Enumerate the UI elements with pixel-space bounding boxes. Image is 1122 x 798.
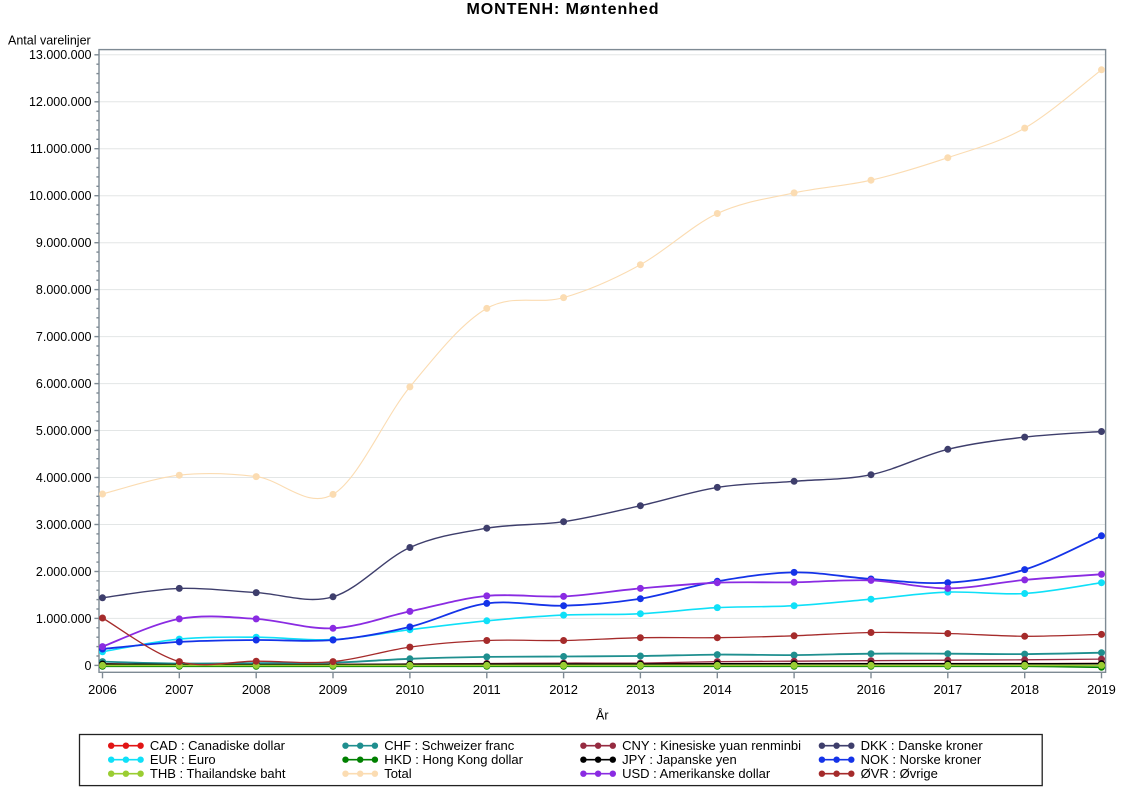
svg-text:2019: 2019 (1087, 682, 1116, 697)
svg-text:2008: 2008 (242, 682, 271, 697)
svg-text:Antal varelinjer: Antal varelinjer (8, 34, 91, 48)
svg-text:NOK : Norske kroner: NOK : Norske kroner (861, 752, 982, 767)
svg-text:2.000.000: 2.000.000 (36, 565, 92, 579)
svg-text:8.000.000: 8.000.000 (36, 283, 92, 297)
svg-text:6.000.000: 6.000.000 (36, 377, 92, 391)
svg-text:5.000.000: 5.000.000 (36, 424, 92, 438)
svg-text:CAD : Canadiske dollar: CAD : Canadiske dollar (150, 738, 286, 753)
svg-text:11.000.000: 11.000.000 (30, 142, 92, 156)
svg-text:2018: 2018 (1010, 682, 1039, 697)
svg-text:2017: 2017 (933, 682, 962, 697)
svg-text:USD : Amerikanske dollar: USD : Amerikanske dollar (622, 766, 771, 781)
svg-text:2007: 2007 (165, 682, 194, 697)
svg-text:2011: 2011 (473, 682, 501, 697)
svg-text:År: År (596, 708, 609, 723)
svg-text:2012: 2012 (549, 682, 578, 697)
svg-text:Total: Total (384, 766, 412, 781)
svg-text:10.000.000: 10.000.000 (29, 189, 92, 203)
svg-text:2009: 2009 (319, 682, 348, 697)
svg-text:3.000.000: 3.000.000 (36, 518, 92, 532)
svg-text:THB : Thailandske baht: THB : Thailandske baht (150, 766, 286, 781)
svg-text:2010: 2010 (396, 682, 425, 697)
svg-text:7.000.000: 7.000.000 (36, 330, 92, 344)
svg-text:CNY : Kinesiske yuan renminbi: CNY : Kinesiske yuan renminbi (622, 738, 801, 753)
svg-text:2016: 2016 (857, 682, 886, 697)
svg-text:1.000.000: 1.000.000 (36, 612, 92, 626)
svg-text:2013: 2013 (626, 682, 655, 697)
svg-text:0: 0 (85, 659, 92, 673)
svg-text:4.000.000: 4.000.000 (36, 471, 92, 485)
svg-text:EUR : Euro: EUR : Euro (150, 752, 216, 767)
svg-text:2014: 2014 (703, 682, 732, 697)
svg-text:9.000.000: 9.000.000 (36, 236, 92, 250)
svg-text:CHF : Schweizer franc: CHF : Schweizer franc (384, 738, 515, 753)
svg-text:13.000.000: 13.000.000 (29, 48, 92, 62)
svg-text:MONTENH: Møntenhed: MONTENH: Møntenhed (466, 1, 659, 18)
svg-text:12.000.000: 12.000.000 (29, 95, 92, 109)
svg-text:DKK : Danske kroner: DKK : Danske kroner (861, 738, 984, 753)
svg-text:HKD : Hong Kong dollar: HKD : Hong Kong dollar (384, 752, 523, 767)
svg-text:2015: 2015 (780, 682, 809, 697)
svg-text:ØVR : Øvrige: ØVR : Øvrige (861, 766, 938, 781)
svg-text:JPY : Japanske yen: JPY : Japanske yen (622, 752, 737, 767)
svg-text:2006: 2006 (88, 682, 117, 697)
